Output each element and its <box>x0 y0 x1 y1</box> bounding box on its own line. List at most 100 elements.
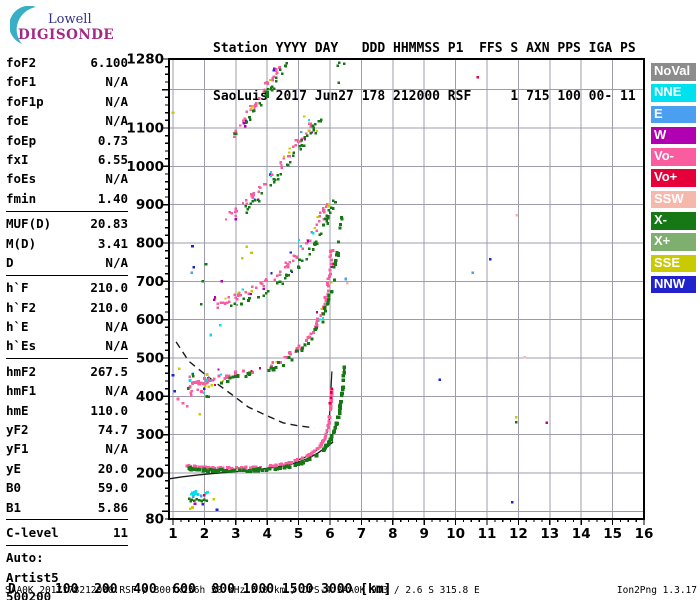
param-row: C-level 11 <box>6 523 128 542</box>
param-value: 74.7 <box>97 422 128 438</box>
param-label: fxI <box>6 151 29 167</box>
param-row: yF2 74.7 <box>6 420 128 439</box>
x-tick-label: 3 <box>231 526 240 542</box>
param-label: Artist5 <box>6 569 59 585</box>
param-value: 20.83 <box>90 216 128 232</box>
legend-item-noval: NoVal <box>651 63 696 81</box>
param-separator <box>6 210 128 212</box>
param-row: foF2 6.100 <box>6 53 128 72</box>
param-value: 3.41 <box>97 235 128 251</box>
param-value: 0.73 <box>97 132 128 148</box>
logo-text-lowell: Lowell <box>48 12 92 27</box>
param-value: 11 <box>112 524 128 540</box>
param-label: B1 <box>6 499 22 515</box>
param-row: h`F2 210.0 <box>6 298 128 317</box>
param-label: hmE <box>6 402 29 418</box>
status-bar: SAA0K_2017178212000.RSF / 300fx256h 50 k… <box>5 585 697 596</box>
x-tick-label: 5 <box>294 526 303 542</box>
x-tick-label: 2 <box>200 526 209 542</box>
legend-item-e: E <box>651 105 696 124</box>
param-row: h`E N/A <box>6 317 128 336</box>
legend-item-vo: Vo+ <box>651 169 696 187</box>
param-row: M(D) 3.41 <box>6 234 128 253</box>
param-value: 5.86 <box>97 499 128 515</box>
param-value: N/A <box>105 171 128 187</box>
param-row: hmE 110.0 <box>6 401 128 420</box>
param-label: yE <box>6 460 22 476</box>
param-value: 6.55 <box>97 151 128 167</box>
param-separator <box>6 544 128 546</box>
param-label: h`F <box>6 280 29 296</box>
software-version-text: Ion2Png 1.3.17 <box>616 585 697 596</box>
param-row: h`Es N/A <box>6 336 128 355</box>
y-tick-label: 80 <box>145 512 164 528</box>
legend-item-sse: SSE <box>651 254 696 273</box>
legend-item-vo: Vo- <box>651 148 696 166</box>
legend-item-ssw: SSW <box>651 190 696 209</box>
param-row: fmin 1.40 <box>6 189 128 208</box>
param-label: B0 <box>6 480 22 496</box>
param-value: N/A <box>105 338 128 354</box>
x-tick-label: 6 <box>325 526 334 542</box>
x-tick-label: 9 <box>419 526 428 542</box>
param-row: h`F 210.0 <box>6 278 128 297</box>
param-value: N/A <box>105 93 128 109</box>
y-tick-label: 500 <box>136 351 164 367</box>
header-line-values: SaoLuis 2017 Jun27 178 212000 RSF 1 715 … <box>213 89 636 104</box>
param-value: N/A <box>105 74 128 90</box>
y-tick-label: 700 <box>136 274 164 290</box>
param-row: foEp 0.73 <box>6 131 128 150</box>
param-value: N/A <box>105 319 128 335</box>
x-tick-label: 10 <box>446 526 465 542</box>
param-value: 110.0 <box>90 402 128 418</box>
y-tick-label: 1280 <box>126 52 164 68</box>
param-value: 210.0 <box>90 280 128 296</box>
param-row: foF1 N/A <box>6 72 128 91</box>
param-row: Artist5 <box>6 568 128 587</box>
param-value: 6.100 <box>90 55 128 70</box>
legend-item-x: X- <box>651 211 696 230</box>
param-label: D <box>6 254 14 270</box>
param-label: foEs <box>6 171 37 187</box>
param-label: hmF2 <box>6 363 37 379</box>
param-row: B0 59.0 <box>6 478 128 497</box>
x-tick-label: 1 <box>168 526 177 542</box>
y-tick-label: 1000 <box>126 159 164 175</box>
param-label: M(D) <box>6 235 37 251</box>
y-tick-label: 400 <box>136 389 164 405</box>
param-label: MUF(D) <box>6 216 52 232</box>
param-value: 1.40 <box>97 190 128 206</box>
x-tick-label: 4 <box>262 526 271 542</box>
legend-item-x: X+ <box>651 233 696 251</box>
param-value: 59.0 <box>97 480 128 496</box>
distance-row: D 100 200 400 600 800 1000 1500 3000 [km… <box>8 582 392 597</box>
param-label: foE <box>6 113 29 129</box>
param-row: hmF2 267.5 <box>6 362 128 381</box>
param-value: 210.0 <box>90 299 128 315</box>
x-tick-label: 16 <box>635 526 654 542</box>
doppler-direction-legend: NoVal NNE E W Vo- Vo+ SSW X- X+ SSE NNW <box>651 63 696 297</box>
x-tick-label: 11 <box>478 526 497 542</box>
param-label: h`E <box>6 319 29 335</box>
logo-text-digisonde: DIGISONDE <box>18 27 115 43</box>
y-tick-label: 1100 <box>126 121 164 137</box>
param-label: fmin <box>6 190 37 206</box>
param-row: foE N/A <box>6 111 128 130</box>
param-label: C-level <box>6 524 59 540</box>
y-tick-label: 200 <box>136 466 164 482</box>
param-value: N/A <box>105 254 128 270</box>
legend-item-nnw: NNW <box>651 275 696 294</box>
param-label: foF2 <box>6 55 37 70</box>
param-value: N/A <box>105 113 128 129</box>
param-value: N/A <box>105 383 128 399</box>
header-line-columns: Station YYYY DAY DDD HHMMSS P1 FFS S AXN… <box>213 41 636 56</box>
param-label: Auto: <box>6 550 44 566</box>
param-label: hmF1 <box>6 383 37 399</box>
y-tick-label: 800 <box>136 236 164 252</box>
legend-item-nne: NNE <box>651 84 696 102</box>
param-label: yF2 <box>6 422 29 438</box>
param-separator <box>6 274 128 276</box>
param-row: yE 20.0 <box>6 459 128 478</box>
